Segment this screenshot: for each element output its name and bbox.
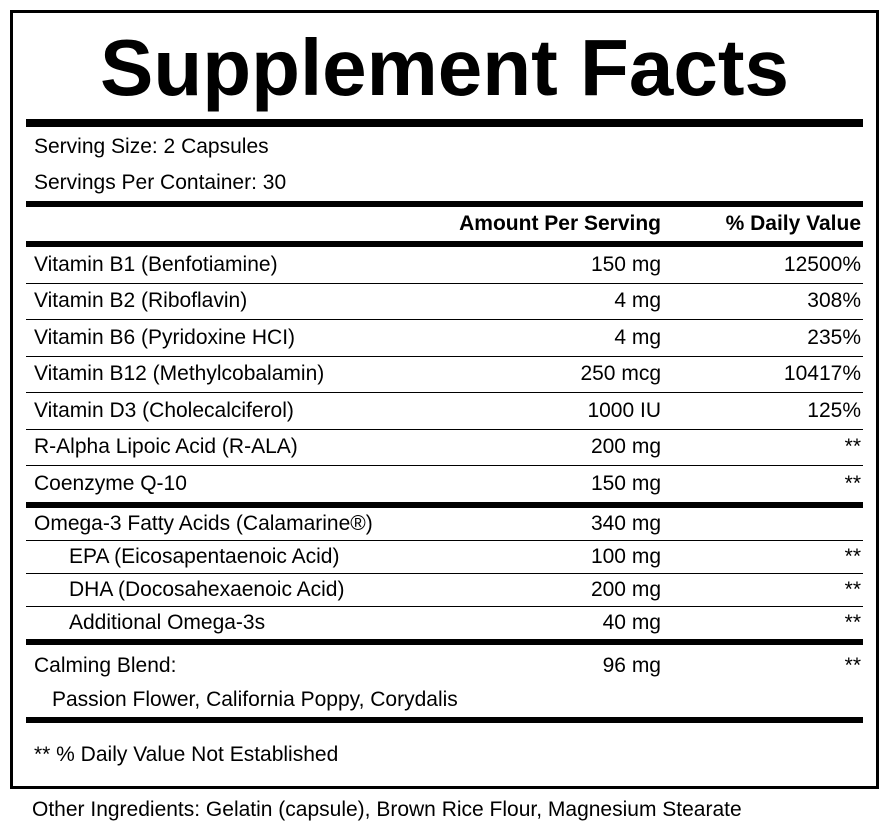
nutrient-row: Vitamin B1 (Benfotiamine) 150 mg 12500% [26,247,863,284]
nutrient-name: EPA (Eicosapentaenoic Acid) [69,544,340,568]
nutrient-amount: 40 mg [602,610,661,634]
nutrient-row: Additional Omega-3s 40 mg ** [26,607,863,640]
nutrient-name: Omega-3 Fatty Acids (Calamarine®) [34,511,373,535]
nutrient-dv: 125% [807,398,861,422]
divider [26,501,863,508]
nutrient-row: Vitamin D3 (Cholecalciferol) 1000 IU 125% [26,393,863,430]
divider [26,201,863,207]
nutrient-dv: ** [844,471,861,495]
nutrient-amount: 100 mg [590,544,661,568]
nutrient-name: Vitamin B2 (Riboflavin) [34,289,248,313]
nutrient-name: R-Alpha Lipoic Acid (R-ALA) [34,435,298,459]
nutrient-row: EPA (Eicosapentaenoic Acid) 100 mg ** [26,541,863,574]
nutrient-row: Vitamin B12 (Methylcobalamin) 250 mcg 1041… [26,357,863,393]
nutrient-amount: 200 mg [590,577,661,601]
nutrient-amount: 1000 IU [587,398,661,422]
nutrient-dv: ** [844,610,861,634]
nutrient-name: Vitamin D3 (Cholecalciferol) [34,398,294,422]
nutrient-amount: 96 mg [602,653,661,677]
nutrient-amount: 4 mg [614,325,661,349]
nutrient-dv: 235% [807,325,861,349]
nutrient-dv: ** [844,435,861,459]
servings-per-container: Servings Per Container: 30 [34,171,287,194]
nutrient-row: DHA (Docosahexaenoic Acid) 200 mg ** [26,574,863,607]
supplement-facts-panel: Supplement Facts Serving Size: 2 Capsule… [10,10,879,789]
nutrient-dv: 10417% [783,362,861,386]
dv-header: % Daily Value [725,212,861,235]
panel-title: Supplement Facts [99,23,790,112]
nutrient-name: Additional Omega-3s [69,610,266,634]
serving-size: Serving Size: 2 Capsules [34,135,269,158]
nutrient-name: Vitamin B12 (Methylcobalamin) [34,362,325,386]
nutrient-row: Omega-3 Fatty Acids (Calamarine®) 340 mg [26,508,863,541]
nutrient-name: Vitamin B6 (Pyridoxine HCI) [34,325,296,349]
divider [26,241,863,247]
nutrient-amount: 200 mg [590,435,661,459]
nutrient-dv: ** [844,544,861,568]
nutrient-name: Vitamin B1 (Benfotiamine) [34,252,278,276]
footnote: ** % Daily Value Not Established [34,742,339,766]
divider [26,638,863,645]
other-ingredients: Other Ingredients: Gelatin (capsule), Br… [32,798,742,821]
nutrient-row: Coenzyme Q-10 150 mg ** [26,466,863,503]
divider [26,716,863,723]
nutrient-name: Coenzyme Q-10 [34,471,187,495]
nutrient-amount: 250 mcg [580,362,661,386]
nutrient-dv: ** [844,577,861,601]
nutrient-amount: 150 mg [590,471,661,495]
nutrient-dv: ** [844,653,861,677]
amount-header: Amount Per Serving [459,212,661,235]
nutrient-name: Calming Blend: [34,653,177,677]
nutrient-dv: 12500% [783,252,861,276]
nutrient-dv: 308% [807,289,861,313]
nutrient-amount: 4 mg [614,289,661,313]
column-header: Amount Per Serving % Daily Value [26,207,863,241]
nutrient-row: Calming Blend: 96 mg ** [26,645,863,683]
nutrient-row: R-Alpha Lipoic Acid (R-ALA) 200 mg ** [26,430,863,466]
nutrient-row: Vitamin B6 (Pyridoxine HCI) 4 mg 235% [26,320,863,357]
divider [26,119,863,127]
nutrient-name: DHA (Docosahexaenoic Acid) [69,577,345,601]
nutrient-amount: 150 mg [590,252,661,276]
nutrient-row: Vitamin B2 (Riboflavin) 4 mg 308% [26,284,863,320]
blend-ingredients: Passion Flower, California Poppy, Coryda… [52,687,458,711]
nutrient-amount: 340 mg [590,511,661,535]
